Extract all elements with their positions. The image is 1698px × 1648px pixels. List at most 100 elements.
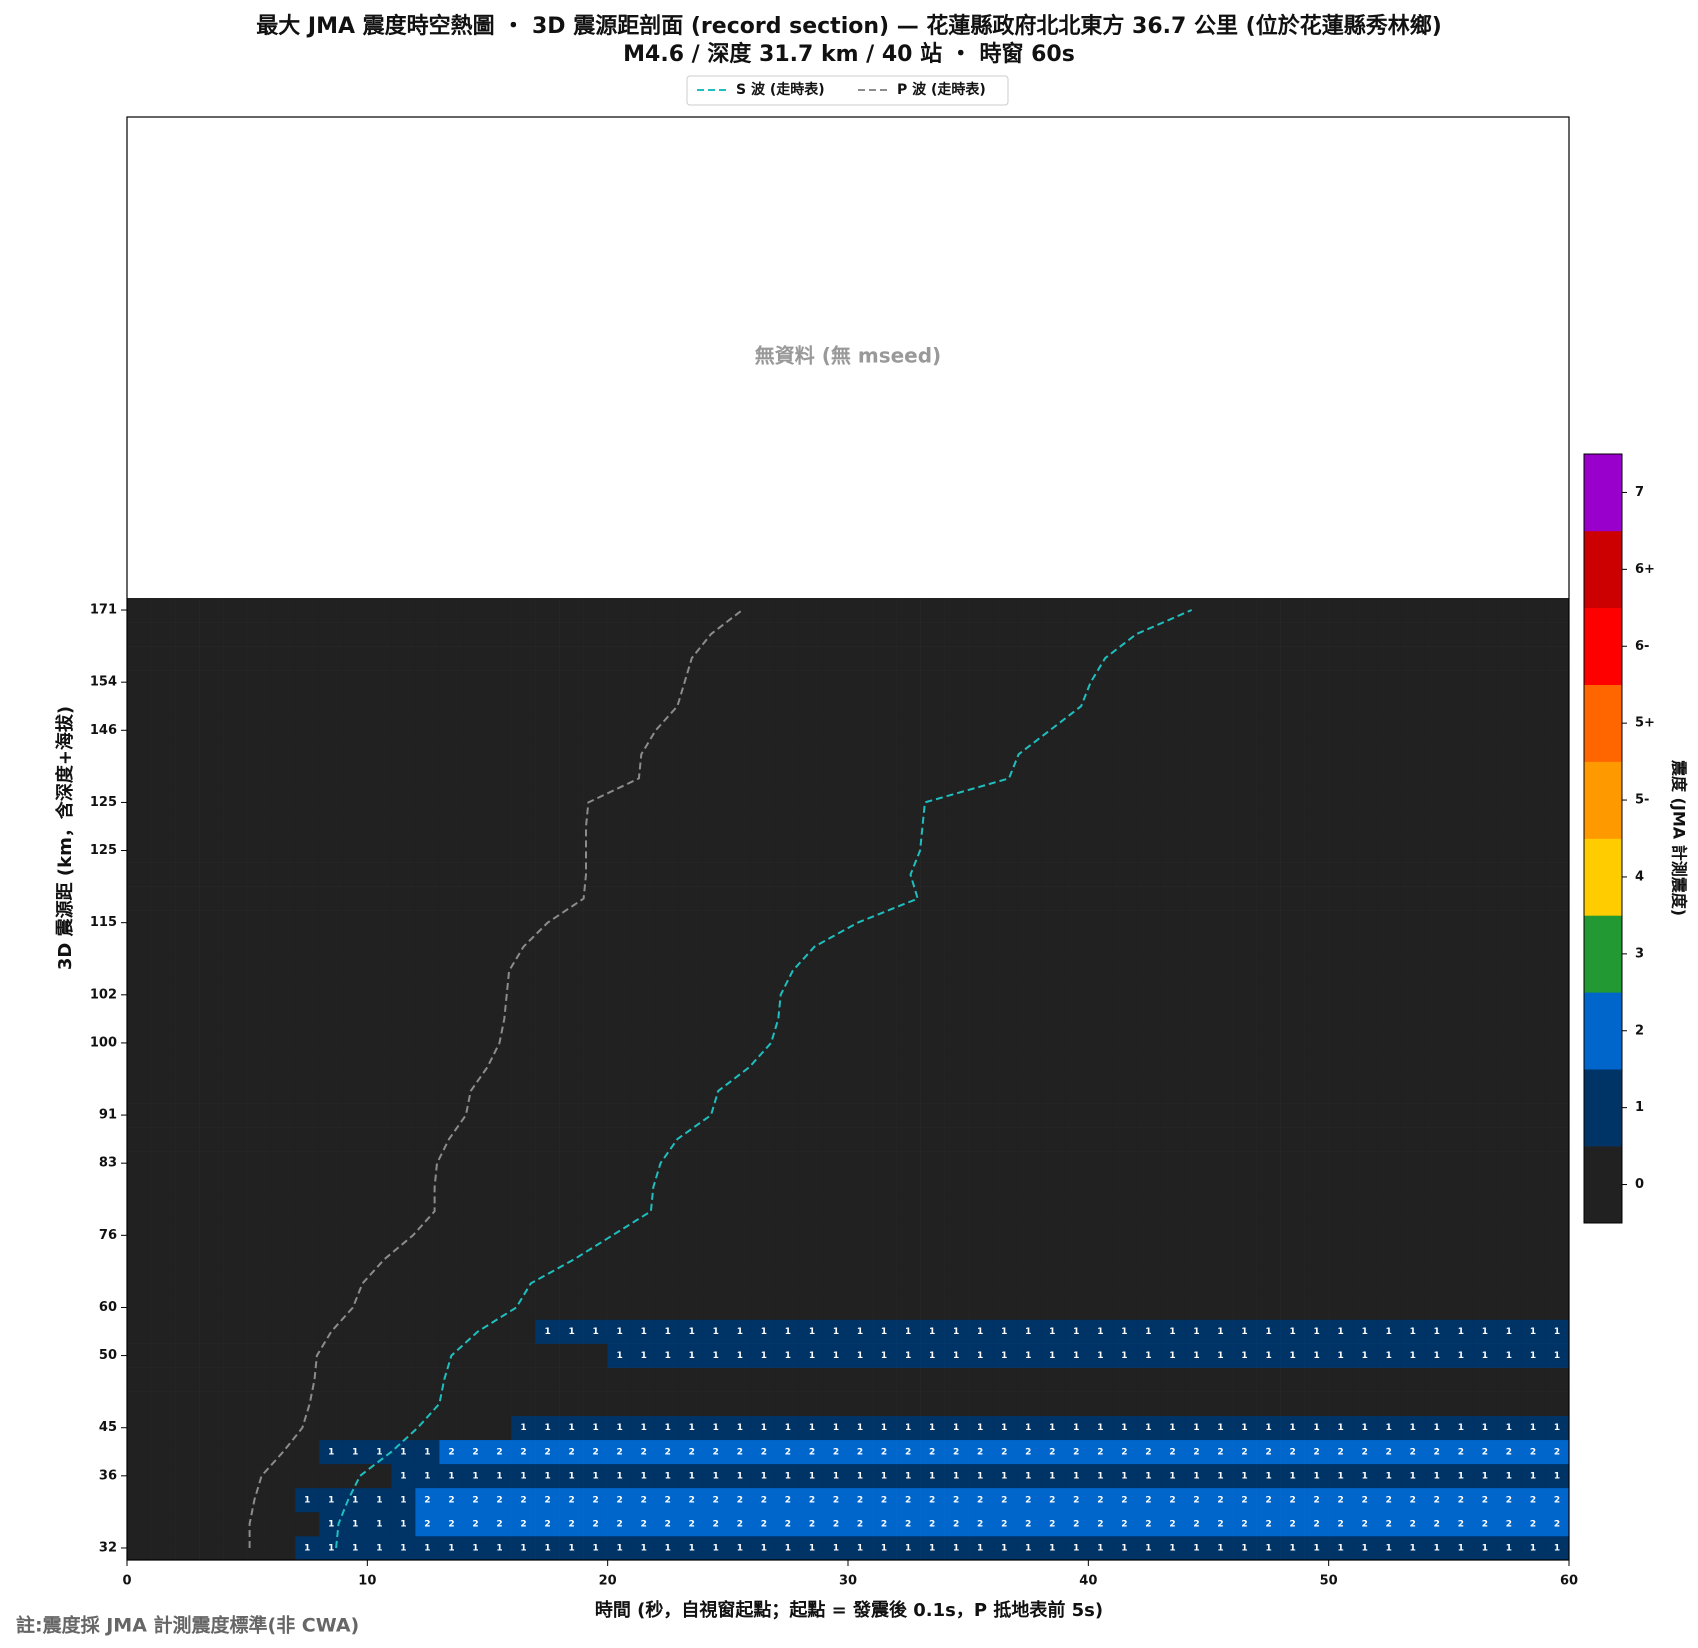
heatmap-cell (631, 1487, 657, 1513)
heatmap-cell (1160, 910, 1185, 935)
heatmap-cell (343, 670, 368, 695)
heatmap-cell (1544, 1487, 1570, 1513)
heatmap-cell (1520, 934, 1546, 960)
heatmap-cell (727, 1247, 753, 1272)
heatmap-cell (151, 1079, 176, 1104)
heatmap-cell (487, 742, 512, 767)
heatmap-cell (295, 790, 320, 815)
heatmap-cell (1448, 838, 1474, 863)
cell-label: 1 (1073, 1543, 1079, 1553)
heatmap-cell (151, 1127, 176, 1152)
cell-label: 2 (1554, 1447, 1560, 1457)
heatmap-cell (1016, 718, 1041, 743)
heatmap-cell (1328, 1343, 1353, 1368)
heatmap-cell (1208, 862, 1233, 887)
heatmap-cell (1472, 1199, 1498, 1224)
heatmap-cell (992, 934, 1017, 960)
heatmap-cell (151, 1535, 176, 1561)
heatmap-cell (1496, 1463, 1522, 1489)
cell-label: 1 (1169, 1471, 1175, 1481)
heatmap-cell (775, 1415, 801, 1441)
heatmap-cell (1280, 1247, 1305, 1272)
cell-label: 2 (520, 1495, 526, 1505)
cell-label: 2 (1217, 1495, 1223, 1505)
cell-label: 2 (689, 1519, 695, 1529)
heatmap-cell (1520, 1367, 1546, 1392)
heatmap-cell (848, 910, 873, 935)
heatmap-cell (1088, 1151, 1113, 1176)
heatmap-cell (559, 598, 584, 623)
heatmap-cell (823, 814, 849, 839)
heatmap-cell (319, 622, 344, 647)
heatmap-cell (968, 718, 993, 743)
heatmap-cell (872, 934, 897, 960)
heatmap-cell (775, 646, 801, 671)
cell-label: 1 (1049, 1423, 1055, 1433)
heatmap-cell (199, 622, 224, 647)
heatmap-cell (1496, 1295, 1522, 1320)
heatmap-cell (1424, 1391, 1450, 1416)
heatmap-cell (319, 1079, 344, 1104)
heatmap-cell (799, 1151, 825, 1176)
heatmap-cell (1520, 910, 1546, 935)
heatmap-cell (1040, 622, 1065, 647)
heatmap-cell (367, 646, 392, 671)
heatmap-cell (463, 814, 488, 839)
heatmap-cell (175, 1006, 200, 1032)
heatmap-cell (1304, 622, 1329, 647)
heatmap-cell (1136, 1247, 1161, 1272)
heatmap-cell (1400, 1535, 1426, 1561)
heatmap-cell (727, 1535, 753, 1561)
heatmap-cell (247, 1151, 272, 1176)
heatmap-cell (1256, 1271, 1281, 1296)
colorbar-tick-label: 1 (1635, 1100, 1644, 1115)
heatmap-cell (1208, 958, 1233, 984)
heatmap-cell (367, 1247, 392, 1272)
cell-label: 2 (665, 1519, 671, 1529)
heatmap-cell (319, 1535, 344, 1561)
cell-label: 2 (1289, 1519, 1295, 1529)
heatmap-cell (1424, 1511, 1450, 1537)
heatmap-cell (559, 910, 584, 935)
heatmap-cell (343, 1439, 368, 1465)
cell-label: 2 (929, 1447, 935, 1457)
cell-label: 1 (761, 1351, 767, 1361)
cell-label: 2 (1434, 1519, 1440, 1529)
heatmap-cell (487, 814, 512, 839)
heatmap-cell (655, 886, 681, 911)
cell-label: 2 (1410, 1519, 1416, 1529)
heatmap-cell (751, 766, 777, 791)
heatmap-cell (679, 1151, 705, 1176)
heatmap-cell (511, 1319, 536, 1344)
cell-label: 2 (929, 1495, 935, 1505)
heatmap-cell (319, 1030, 344, 1056)
heatmap-cell (1424, 766, 1450, 791)
cell-label: 2 (1145, 1519, 1151, 1529)
heatmap-cell (415, 1271, 440, 1296)
heatmap-cell (1544, 646, 1570, 671)
heatmap-cell (944, 718, 969, 743)
heatmap-cell (199, 1127, 224, 1152)
heatmap-cell (799, 766, 825, 791)
travel-time-line (335, 609, 1193, 1549)
heatmap-cell (1016, 1175, 1041, 1200)
heatmap-cell (1424, 1415, 1450, 1441)
heatmap-cell (679, 1271, 705, 1296)
heatmap-cell (199, 1247, 224, 1272)
heatmap-cell (1016, 838, 1041, 863)
heatmap-cell (1448, 1199, 1474, 1224)
heatmap-cell (1328, 694, 1353, 719)
heatmap-cell (295, 910, 320, 935)
heatmap-cell (1256, 790, 1281, 815)
heatmap-cell (848, 1199, 873, 1224)
heatmap-cell (655, 838, 681, 863)
heatmap-cell (1064, 886, 1089, 911)
heatmap-cell (463, 1487, 488, 1513)
heatmap-cell (727, 1391, 753, 1416)
heatmap-cell (992, 790, 1017, 815)
cell-label: 1 (737, 1471, 743, 1481)
heatmap-cell (343, 766, 368, 791)
heatmap-cell (1280, 1127, 1305, 1152)
heatmap-cell (775, 1030, 801, 1056)
